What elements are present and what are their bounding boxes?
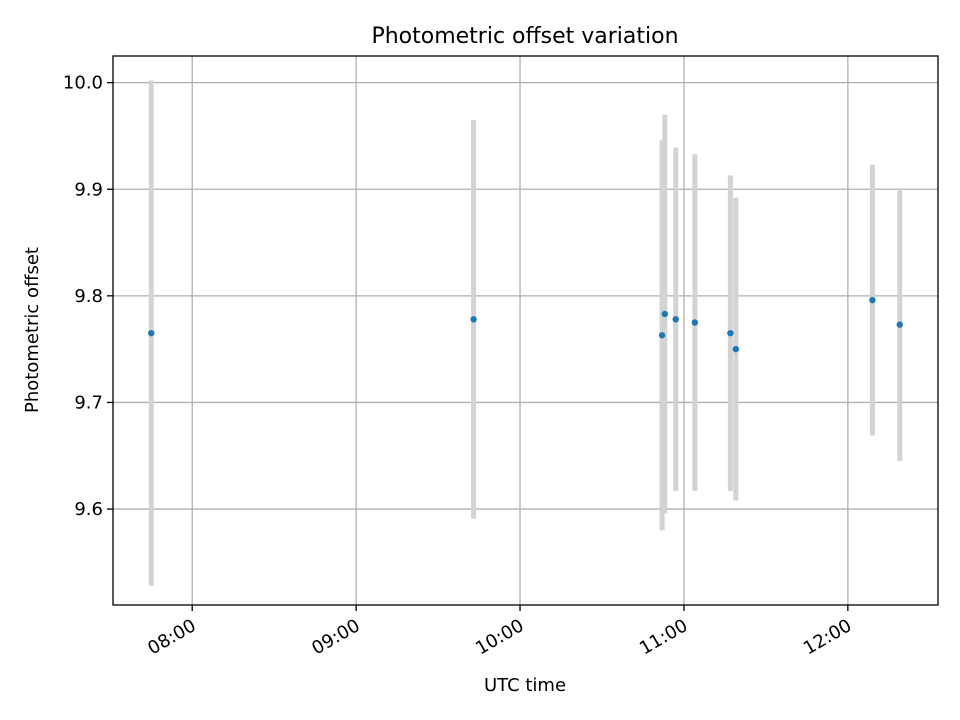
data-points bbox=[148, 296, 903, 353]
data-point bbox=[661, 310, 669, 318]
y-axis-label: Photometric offset bbox=[22, 247, 43, 413]
axis-ticks bbox=[107, 82, 849, 611]
y-tick-label: 10.0 bbox=[63, 73, 103, 94]
grid bbox=[113, 56, 938, 605]
data-point bbox=[148, 329, 155, 337]
data-point bbox=[470, 316, 477, 323]
data-point bbox=[727, 329, 734, 337]
y-tick-label: 9.8 bbox=[74, 286, 103, 307]
data-point bbox=[869, 296, 876, 304]
x-axis-label: UTC time bbox=[484, 675, 566, 696]
plot-frame bbox=[112, 55, 939, 606]
data-point bbox=[672, 316, 679, 323]
y-tick-labels: 9.6 9.7 9.8 9.9 10.0 bbox=[63, 73, 103, 520]
data-point bbox=[691, 319, 699, 326]
y-tick-label: 9.9 bbox=[74, 179, 103, 200]
chart-title: Photometric offset variation bbox=[371, 24, 678, 49]
data-point bbox=[732, 345, 740, 353]
y-tick-label: 9.6 bbox=[74, 499, 103, 520]
data-point bbox=[896, 321, 903, 328]
y-tick-label: 9.7 bbox=[74, 392, 103, 413]
data-point bbox=[658, 332, 666, 339]
